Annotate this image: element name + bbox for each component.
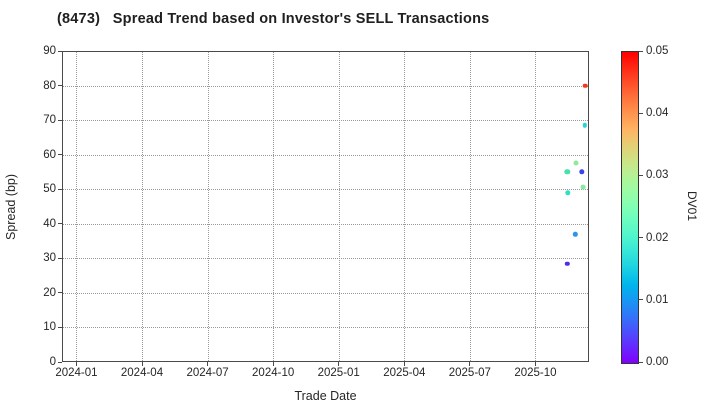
v-gridline [207,52,209,361]
y-axis-label: Spread (bp) [4,173,18,240]
x-tick-label: 2025-04 [383,367,426,379]
h-gridline [63,120,588,122]
x-tick-label: 2024-01 [55,367,98,379]
x-tick-label: 2025-07 [448,367,491,379]
colorbar-tick-mark [639,50,643,52]
x-tick-label: 2024-07 [186,367,229,379]
scatter-point [573,231,578,237]
x-tick-mark [272,362,274,366]
x-tick-mark [207,362,209,366]
scatter-point [573,160,579,166]
h-gridline [63,154,588,156]
h-gridline [63,258,588,260]
x-tick-label: 2024-10 [252,367,295,379]
scatter-point [582,123,588,128]
x-tick-label: 2025-10 [514,367,557,379]
v-gridline [338,52,340,361]
x-tick-mark [141,362,143,366]
h-gridline [63,85,588,87]
h-gridline [63,292,588,294]
y-tick-label: 30 [43,252,56,265]
y-tick-label: 20 [43,286,56,299]
h-gridline [63,223,588,225]
scatter-point [565,261,570,266]
colorbar-tick-label: 0.04 [646,107,669,120]
x-tick-mark [403,362,405,366]
v-gridline [469,52,471,361]
y-tick-mark [58,361,62,363]
x-tick-mark [469,362,471,366]
x-tick-label: 2024-04 [120,367,164,379]
y-tick-mark [58,85,62,87]
x-tick-mark [534,362,536,366]
y-tick-label: 80 [43,79,56,92]
chart-title: (8473) Spread Trend based on Investor's … [57,11,490,27]
y-tick-mark [58,223,62,225]
y-tick-mark [58,326,62,328]
scatter-point [579,169,585,175]
v-gridline [273,52,275,361]
colorbar-tick-label: 0.00 [646,356,669,368]
y-tick-label: 10 [43,321,56,334]
colorbar-tick-label: 0.03 [646,169,669,182]
x-tick-mark [338,362,340,366]
colorbar-tick-mark [639,237,643,239]
colorbar-tick-mark [639,299,643,301]
y-tick-label: 50 [43,183,56,196]
x-tick-label: 2025-01 [317,367,360,379]
y-tick-mark [58,257,62,259]
y-tick-mark [58,119,62,121]
colorbar-tick-mark [639,361,643,363]
colorbar [621,51,639,364]
y-tick-mark [58,154,62,156]
y-tick-label: 0 [49,356,56,368]
y-tick-label: 40 [43,217,56,230]
v-gridline [142,52,143,361]
plot-area [62,51,589,362]
y-tick-label: 90 [43,45,56,57]
y-tick-label: 70 [43,114,56,127]
v-gridline [535,52,537,361]
y-tick-mark [58,292,62,294]
scatter-point [565,189,571,196]
scatter-point [564,169,571,175]
colorbar-tick-label: 0.05 [646,45,669,57]
scatter-point [582,83,588,88]
y-tick-mark [58,188,62,190]
v-gridline [76,52,78,361]
colorbar-tick-label: 0.01 [646,293,669,306]
y-tick-label: 60 [43,148,56,161]
y-tick-mark [58,50,62,52]
h-gridline [63,189,588,191]
x-axis-label: Trade Date [294,389,357,403]
x-tick-mark [75,362,77,366]
scatter-point [581,185,586,190]
colorbar-tick-label: 0.02 [646,231,669,244]
v-gridline [404,52,406,361]
h-gridline [63,327,588,329]
colorbar-tick-mark [639,174,643,176]
colorbar-label: DV01 [685,191,699,222]
colorbar-tick-mark [639,112,643,114]
